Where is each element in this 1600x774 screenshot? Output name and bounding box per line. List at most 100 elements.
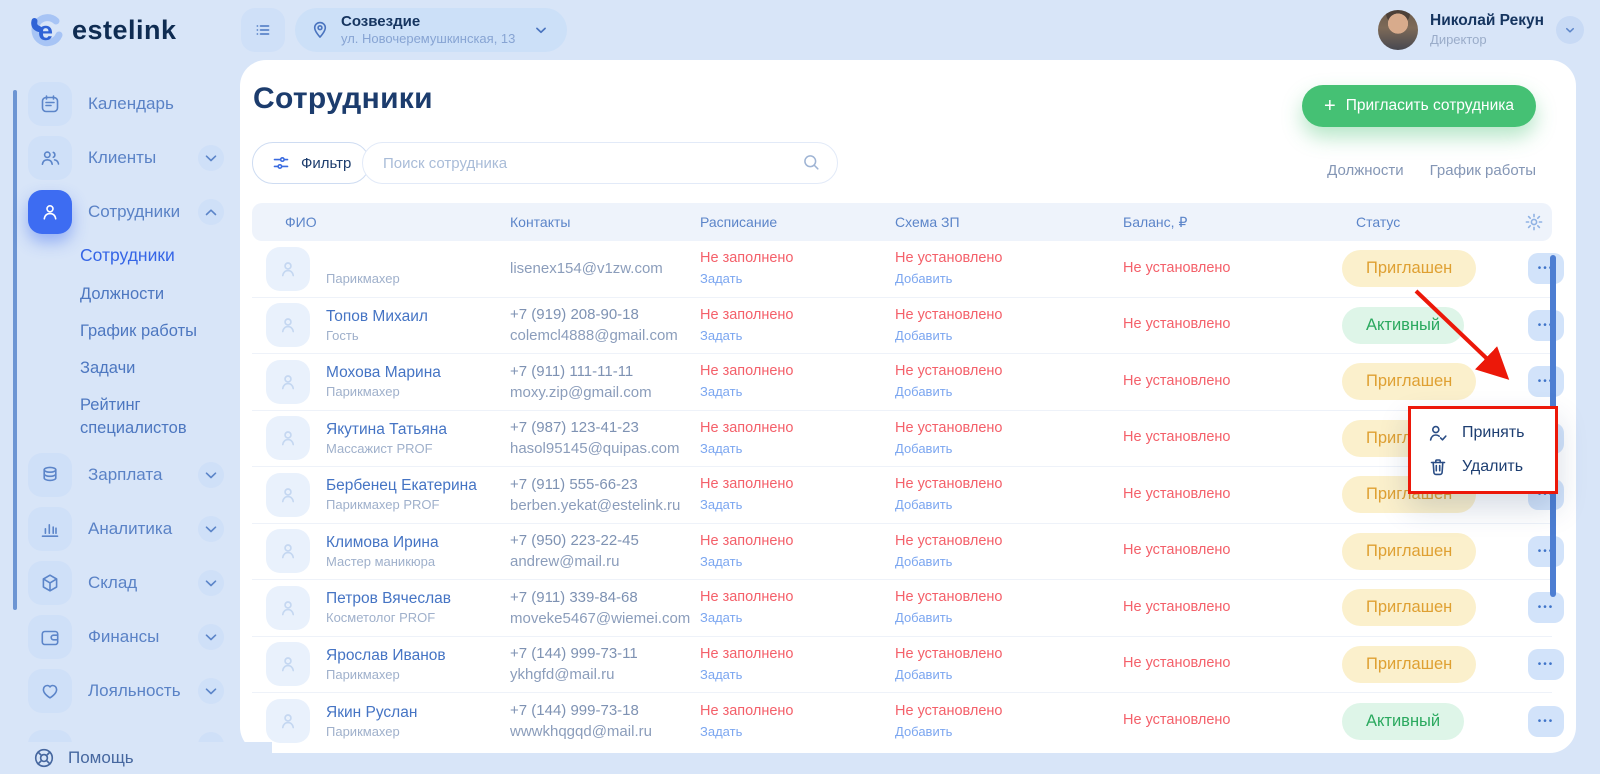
row-actions-button[interactable]: ••• [1528,253,1564,285]
table-row[interactable]: Парикмахер lisenex154@v1zw.com Не заполн… [252,241,1564,298]
schedule-set-link[interactable]: Задать [700,384,743,400]
user-role: Директор [1430,31,1487,47]
branch-selector[interactable]: Созвездие ул. Новочеремушкинская, 13 [295,8,568,52]
column-header: Статус [1356,214,1401,230]
schedule-empty-label: Не заполнено [700,532,794,549]
schedule-set-link[interactable]: Задать [700,610,743,626]
submenu-item[interactable]: График работы [80,321,197,340]
schedule-empty-label: Не заполнено [700,419,794,436]
table-row[interactable]: Петров Вячеслав Косметолог PROF +7 (911)… [252,580,1564,637]
salary-scheme-add-link[interactable]: Добавить [895,271,953,287]
row-actions-button[interactable]: ••• [1528,648,1564,680]
sidebar-item-calendar[interactable]: Календарь [28,82,224,126]
context-menu-item-accept[interactable]: Принять [1427,422,1555,444]
schedule-set-link[interactable]: Задать [700,666,743,682]
balance-empty-label: Не установлено [1123,429,1231,446]
usercheck-icon [1427,422,1449,444]
schedule-set-link[interactable]: Задать [700,497,743,513]
employee-phone: +7 (144) 999-73-11 [510,645,638,662]
salary-scheme-empty-label: Не установлено [895,363,1003,380]
search-input[interactable] [362,142,838,184]
sidebar-item-employees[interactable]: Сотрудники [28,190,224,234]
estelink-logo-icon: e [26,9,68,51]
schedule-set-link[interactable]: Задать [700,723,743,739]
chevron-down-icon [198,677,224,704]
row-context-menu: Принять Удалить [1408,406,1558,494]
employee-role: Гость [326,327,359,343]
employee-role: Парикмахер [326,723,400,739]
sidebar-item-warehouse[interactable]: Склад [28,560,224,605]
topbar: e estelink Созвездие ул. Новочеремушкинс… [0,0,1600,60]
table-row[interactable]: Топов Михаил Гость +7 (919) 208-90-18 co… [252,298,1564,354]
employee-role: Парикмахер [326,384,400,400]
submenu-item[interactable]: Задачи [80,359,136,378]
table-row[interactable]: Мохова Марина Парикмахер +7 (911) 111-11… [252,354,1564,411]
column-header: Расписание [700,214,778,230]
employee-email: moxy.zip@gmail.com [510,383,652,401]
balance-empty-label: Не установлено [1123,712,1231,729]
row-actions-button[interactable]: ••• [1528,309,1564,341]
row-actions-button[interactable]: ••• [1528,535,1564,567]
salary-scheme-empty-label: Не установлено [895,532,1003,549]
invite-employee-button[interactable]: + Пригласить сотрудника [1302,85,1536,127]
sidebar-item-salary[interactable]: Зарплата [28,452,224,497]
submenu-item[interactable]: Должности [80,284,165,303]
gear-icon [1523,211,1545,233]
chevron-down-icon [531,20,551,40]
schedule-set-link[interactable]: Задать [700,440,743,456]
row-actions-button[interactable]: ••• [1528,366,1564,398]
employee-email: wwwkhqgqd@mail.ru [510,723,652,741]
schedule-set-link[interactable]: Задать [700,271,743,287]
sidebar-item-analytics[interactable]: Аналитика [28,506,224,551]
sidebar-toggle-button[interactable] [241,8,285,52]
ellipsis-icon: ••• [1537,602,1555,614]
sidebar-item-help[interactable]: Помощь [0,742,272,774]
salary-scheme-add-link[interactable]: Добавить [895,723,953,739]
employee-role: Парикмахер PROF [326,497,440,513]
salary-scheme-add-link[interactable]: Добавить [895,440,953,456]
table-row[interactable]: Бербенец Екатерина Парикмахер PROF +7 (9… [252,467,1564,524]
balance-empty-label: Не установлено [1123,542,1231,559]
row-actions-button[interactable]: ••• [1528,592,1564,624]
salary-scheme-empty-label: Не установлено [895,589,1003,606]
column-header: Баланс, ₽ [1123,213,1188,230]
sidebar-item-finance[interactable]: Финансы [28,614,224,659]
table-row[interactable]: Якутина Татьяна Массажист PROF +7 (987) … [252,411,1564,467]
salary-scheme-add-link[interactable]: Добавить [895,497,953,513]
salary-scheme-add-link[interactable]: Добавить [895,610,953,626]
employee-email: berben.yekat@estelink.ru [510,496,681,514]
row-actions-button[interactable]: ••• [1528,705,1564,737]
chevron-down-icon [198,461,224,488]
ellipsis-icon: ••• [1537,376,1555,388]
schedule-set-link[interactable]: Задать [700,553,743,569]
employee-role: Парикмахер [326,271,400,287]
sidebar-item-clients[interactable]: Клиенты [28,136,224,180]
submenu-item[interactable]: Рейтинг специалистов [80,396,187,437]
sidebar-item-loyalty[interactable]: Лояльность [28,668,224,713]
column-settings-button[interactable] [1516,211,1552,233]
submenu-item[interactable]: Сотрудники [80,245,175,265]
sidebar-scrollbar[interactable] [13,90,17,610]
schedule-set-link[interactable]: Задать [700,327,743,343]
avatar [266,472,310,517]
employee-email: lisenex154@v1zw.com [510,260,663,278]
salary-scheme-add-link[interactable]: Добавить [895,384,953,400]
table-row[interactable]: Ярослав Иванов Парикмахер +7 (144) 999-7… [252,637,1564,693]
context-menu-item-delete[interactable]: Удалить [1427,456,1555,478]
column-header: Контакты [510,214,571,230]
table-row[interactable]: Якин Руслан Парикмахер +7 (144) 999-73-1… [252,693,1564,750]
salary-scheme-add-link[interactable]: Добавить [895,666,953,682]
ellipsis-icon: ••• [1537,658,1555,670]
calendar-icon [28,82,72,126]
quick-link[interactable]: График работы [1429,162,1536,179]
sidebar-item-label: Календарь [88,94,174,113]
filter-button[interactable]: Фильтр [252,142,371,184]
quick-link[interactable]: Должности [1327,162,1404,179]
salary-scheme-add-link[interactable]: Добавить [895,327,953,343]
user-menu[interactable]: Николай Рекун Директор [1378,10,1584,50]
table-row[interactable]: Климова Ирина Мастер маникюра +7 (950) 2… [252,524,1564,580]
ellipsis-icon: ••• [1537,545,1555,557]
salary-scheme-add-link[interactable]: Добавить [895,553,953,569]
logo-text: estelink [72,14,177,45]
column-header: Схема ЗП [895,214,960,230]
